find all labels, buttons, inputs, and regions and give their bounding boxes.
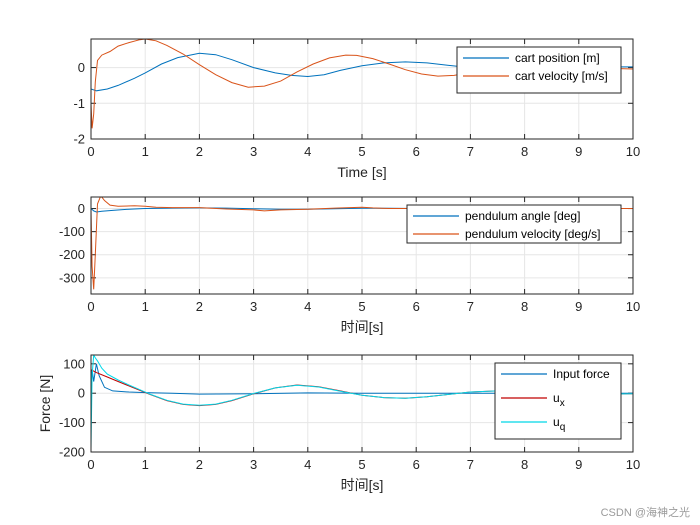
y-tick-label: -200 — [59, 445, 85, 460]
x-tick-label: 2 — [196, 299, 203, 314]
x-tick-label: 1 — [142, 299, 149, 314]
x-tick-label: 3 — [250, 299, 257, 314]
legend-label: ux — [553, 391, 565, 409]
x-tick-label: 10 — [626, 299, 640, 314]
cart-subplot: 0 1 2 3 4 5 6 7 8 9 10 -2 -1 0 Time [s] cart position [… — [73, 38, 640, 180]
x-tick-label: 6 — [413, 457, 420, 472]
x-tick-label: 3 — [250, 144, 257, 159]
x-tick-label: 6 — [413, 299, 420, 314]
x-tick-label: 5 — [358, 144, 365, 159]
legend-label: cart velocity [m/s] — [515, 69, 608, 83]
x-tick-label: 4 — [304, 299, 311, 314]
x-tick-label: 4 — [304, 144, 311, 159]
y-tick-label: -100 — [59, 415, 85, 430]
x-tick-label: 0 — [87, 144, 94, 159]
legend-label: Input force — [553, 367, 610, 381]
legend-box — [456, 46, 622, 94]
y-tick-label: 100 — [63, 356, 85, 371]
y-tick-label: -100 — [59, 224, 85, 239]
x-tick-label: 5 — [358, 299, 365, 314]
x-tick-label: 7 — [467, 144, 474, 159]
x-tick-label: 10 — [626, 457, 640, 472]
x-tick-label: 9 — [575, 299, 582, 314]
x-tick-label: 6 — [413, 144, 420, 159]
x-tick-label: 1 — [142, 144, 149, 159]
watermark-text: CSDN @海神之光 — [601, 505, 690, 519]
y-tick-label: 0 — [78, 201, 85, 216]
x-tick-label: 7 — [467, 299, 474, 314]
y-tick-label: -2 — [73, 132, 85, 147]
x-tick-label: 8 — [521, 299, 528, 314]
legend-box — [494, 362, 622, 440]
x-tick-label: 10 — [626, 144, 640, 159]
series-line-2 — [91, 355, 633, 450]
x-tick-label: 7 — [467, 457, 474, 472]
axes-frame — [90, 196, 634, 295]
x-axis-label: Time [s] — [337, 164, 386, 180]
x-tick-label: 9 — [575, 144, 582, 159]
x-tick-label: 2 — [196, 457, 203, 472]
x-tick-label: 4 — [304, 457, 311, 472]
legend-box — [406, 204, 622, 244]
series-line-1 — [91, 197, 633, 290]
x-tick-label: 0 — [87, 299, 94, 314]
y-tick-label: -200 — [59, 247, 85, 262]
x-tick-label: 5 — [358, 457, 365, 472]
y-tick-label: 0 — [78, 60, 85, 75]
x-tick-label: 2 — [196, 144, 203, 159]
x-tick-label: 8 — [521, 457, 528, 472]
legend-label: cart position [m] — [515, 51, 600, 65]
force-subplot: 0 1 2 3 4 5 6 7 8 9 10 -200 -100 0 100 时间[s] Force [N] In… — [37, 354, 640, 493]
x-tick-label: 1 — [142, 457, 149, 472]
x-tick-label: 8 — [521, 144, 528, 159]
x-tick-label: 0 — [87, 457, 94, 472]
legend-label: pendulum angle [deg] — [465, 209, 580, 223]
x-axis-label: 时间[s] — [341, 319, 384, 335]
pendulum-subplot: 0 1 2 3 4 5 6 7 8 9 10 -300 -200 -100 0 时间[s] pendulum a… — [59, 196, 640, 335]
x-tick-label: 3 — [250, 457, 257, 472]
y-axis-label: Force [N] — [37, 375, 53, 433]
axes-frame — [90, 354, 634, 453]
x-tick-label: 9 — [575, 457, 582, 472]
axes-frame — [90, 38, 634, 140]
y-tick-label: -1 — [73, 96, 85, 111]
series-line-0 — [91, 363, 633, 395]
y-tick-label: 0 — [78, 386, 85, 401]
y-tick-label: -300 — [59, 270, 85, 285]
legend-label: pendulum velocity [deg/s] — [465, 227, 600, 241]
x-axis-label: 时间[s] — [341, 477, 384, 493]
